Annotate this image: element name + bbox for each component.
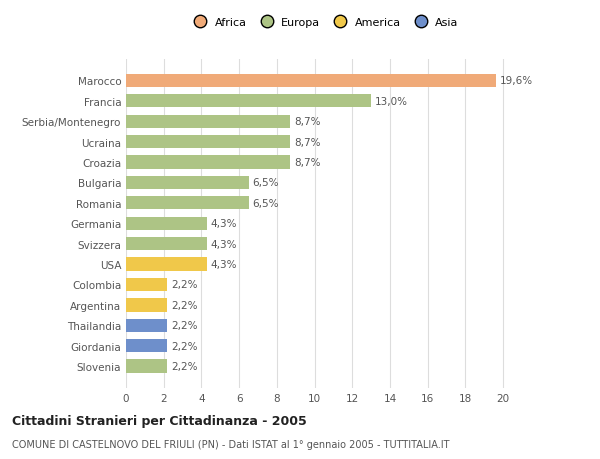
Legend: Africa, Europa, America, Asia: Africa, Europa, America, Asia: [187, 16, 461, 30]
Text: 4,3%: 4,3%: [211, 239, 238, 249]
Text: 4,3%: 4,3%: [211, 219, 238, 229]
Bar: [126, 156, 290, 169]
Bar: [126, 278, 167, 291]
Text: 8,7%: 8,7%: [294, 117, 320, 127]
Text: 8,7%: 8,7%: [294, 158, 320, 168]
Text: 6,5%: 6,5%: [253, 198, 279, 208]
Text: 2,2%: 2,2%: [171, 341, 198, 351]
Text: 6,5%: 6,5%: [253, 178, 279, 188]
Text: 13,0%: 13,0%: [375, 96, 408, 106]
Bar: [126, 197, 248, 210]
Bar: [126, 95, 371, 108]
Text: 2,2%: 2,2%: [171, 361, 198, 371]
Text: 2,2%: 2,2%: [171, 320, 198, 330]
Bar: [126, 115, 290, 129]
Bar: [126, 176, 248, 190]
Bar: [126, 136, 290, 149]
Bar: [126, 237, 207, 251]
Bar: [126, 258, 207, 271]
Bar: [126, 319, 167, 332]
Bar: [126, 75, 496, 88]
Bar: [126, 217, 207, 230]
Text: 8,7%: 8,7%: [294, 137, 320, 147]
Text: 19,6%: 19,6%: [499, 76, 532, 86]
Text: 2,2%: 2,2%: [171, 300, 198, 310]
Text: 4,3%: 4,3%: [211, 259, 238, 269]
Bar: [126, 339, 167, 353]
Text: Cittadini Stranieri per Cittadinanza - 2005: Cittadini Stranieri per Cittadinanza - 2…: [12, 414, 307, 428]
Text: COMUNE DI CASTELNOVO DEL FRIULI (PN) - Dati ISTAT al 1° gennaio 2005 - TUTTITALI: COMUNE DI CASTELNOVO DEL FRIULI (PN) - D…: [12, 440, 449, 449]
Bar: [126, 299, 167, 312]
Bar: [126, 360, 167, 373]
Text: 2,2%: 2,2%: [171, 280, 198, 290]
